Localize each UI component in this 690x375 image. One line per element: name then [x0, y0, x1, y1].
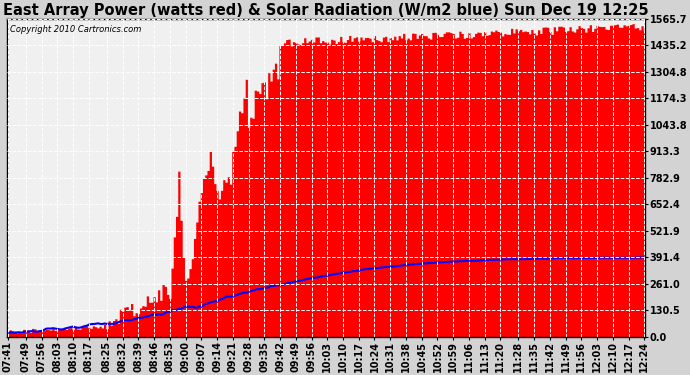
Text: Copyright 2010 Cartronics.com: Copyright 2010 Cartronics.com — [10, 25, 141, 34]
Title: East Array Power (watts red) & Solar Radiation (W/m2 blue) Sun Dec 19 12:25: East Array Power (watts red) & Solar Rad… — [3, 3, 649, 18]
